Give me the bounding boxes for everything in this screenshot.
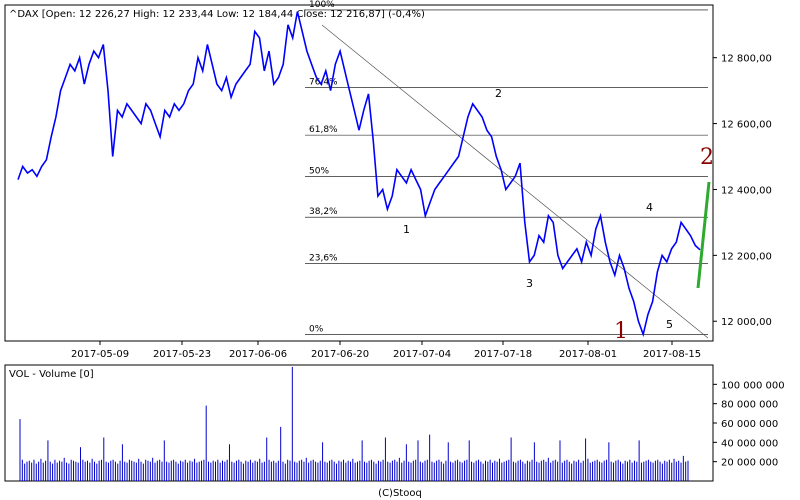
wave-label-4: 4: [646, 201, 653, 214]
wave-label-2: 2: [495, 87, 502, 100]
price-x-tick-5: 2017-07-18: [474, 349, 532, 360]
volume-title: VOL - Volume [0]: [9, 369, 94, 380]
vol-y-tick-4: 100 000 000: [721, 380, 785, 391]
fib-label-2: 38,2%: [309, 207, 338, 217]
price-series-line: [17, 11, 701, 338]
price-x-tick-3: 2017-06-20: [311, 349, 369, 360]
downtrend-line: [321, 24, 709, 339]
fib-label-6: 100%: [309, 0, 335, 10]
price-x-tick-0: 2017-05-09: [71, 349, 129, 360]
vol-y-tick-1: 40 000 000: [721, 438, 778, 449]
fibonacci-levels: 0% 23,6% 38,2% 50% 61,8% 76,4% 100%: [305, 0, 708, 335]
projection-line-green: [696, 181, 711, 289]
price-y-tick-3: 12 600,00: [721, 120, 772, 131]
volume-y-axis: 20 000 000 40 000 000 60 000 000 80 000 000…: [713, 380, 785, 469]
price-panel: [4, 4, 714, 342]
price-y-tick-4: 12 800,00: [721, 54, 772, 65]
vol-y-tick-2: 60 000 000: [721, 419, 778, 430]
volume-bars: [19, 366, 689, 481]
price-x-tick-7: 2017-08-15: [643, 349, 701, 360]
price-x-tick-4: 2017-07-04: [393, 349, 451, 360]
price-y-axis: 12 000,00 12 200,00 12 400,00 12 600,00 12 8…: [713, 54, 772, 328]
price-y-tick-2: 12 400,00: [721, 185, 772, 196]
price-header: ^DAX [Open: 12 226,27 High: 12 233,44 Lo…: [9, 9, 425, 20]
vol-y-tick-0: 20 000 000: [721, 458, 778, 469]
price-x-tick-6: 2017-08-01: [559, 349, 617, 360]
footer-text: (C)Stooq: [378, 488, 422, 499]
fib-label-3: 50%: [309, 166, 329, 176]
price-x-axis: 2017-05-09 2017-05-23 2017-06-06 2017-06-20…: [71, 341, 701, 360]
wave-label-5: 5: [666, 318, 673, 331]
big-label-1: 1: [614, 319, 628, 344]
fib-label-0: 0%: [309, 324, 324, 334]
price-x-tick-2: 2017-06-06: [229, 349, 287, 360]
vol-y-tick-3: 80 000 000: [721, 400, 778, 411]
fib-label-1: 23,6%: [309, 254, 338, 264]
wave-label-3: 3: [526, 277, 533, 290]
wave-label-1: 1: [403, 223, 410, 236]
price-x-tick-1: 2017-05-23: [153, 349, 211, 360]
fib-label-5: 76,4%: [309, 77, 338, 87]
price-y-tick-0: 12 000,00: [721, 317, 772, 328]
price-y-tick-1: 12 200,00: [721, 251, 772, 262]
fib-label-4: 61,8%: [309, 125, 338, 135]
big-label-2: 2: [700, 145, 714, 170]
